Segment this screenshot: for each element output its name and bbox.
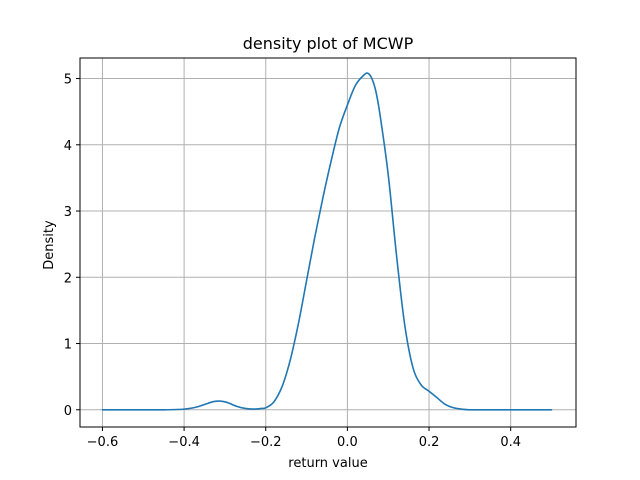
y-tick-label: 3	[64, 205, 72, 220]
grid	[80, 58, 576, 427]
y-tick-label: 4	[64, 139, 72, 154]
y-tick-label: 2	[64, 271, 72, 286]
y-axis-label: Density	[42, 220, 57, 270]
chart-title: density plot of MCWP	[243, 34, 414, 53]
x-axis-label: return value	[288, 456, 367, 471]
density-line	[101, 72, 553, 411]
x-tick-label: −0.6	[87, 435, 119, 450]
y-tick-label: 0	[64, 404, 72, 419]
y-tick-label: 5	[64, 73, 72, 88]
x-tick-label: −0.2	[250, 435, 282, 450]
x-axis: −0.6 −0.4 −0.2 0.0 0.2 0.4	[87, 427, 521, 450]
x-tick-label: 0.4	[500, 435, 521, 450]
y-tick-label: 1	[64, 338, 72, 353]
x-tick-label: 0.2	[419, 435, 440, 450]
x-tick-label: −0.4	[168, 435, 200, 450]
x-tick-label: 0.0	[337, 435, 358, 450]
series-layer	[101, 72, 553, 411]
plot-frame	[79, 57, 577, 428]
y-axis: 0 1 2 3 4 5	[64, 73, 80, 419]
